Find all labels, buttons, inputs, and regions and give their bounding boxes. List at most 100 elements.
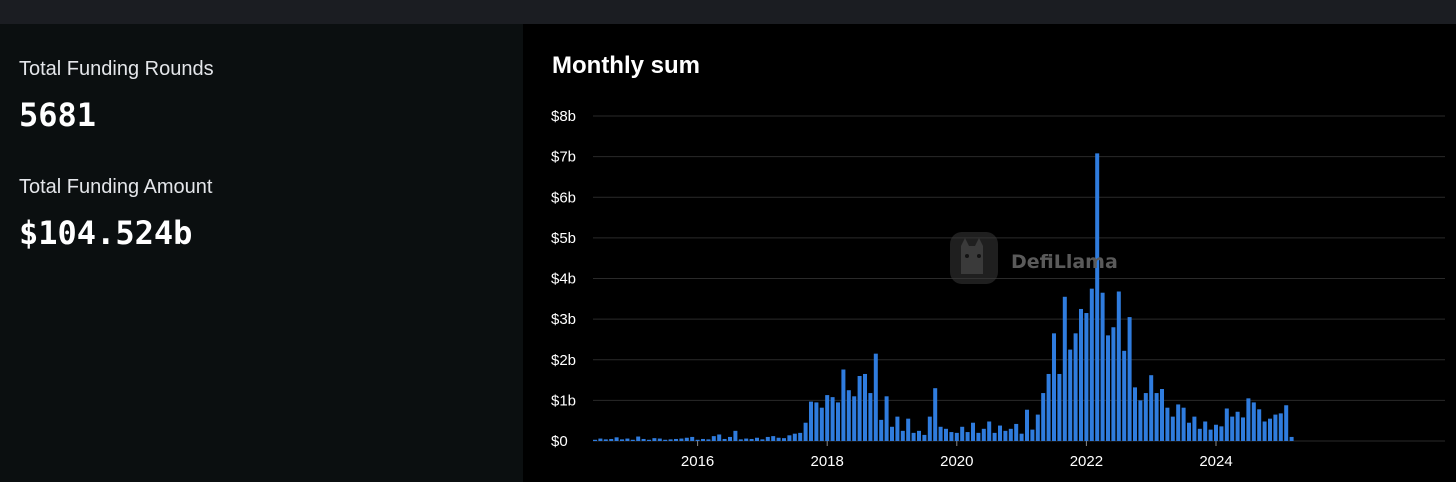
bar — [771, 436, 776, 441]
bar — [668, 439, 673, 441]
bar — [620, 439, 624, 441]
bar — [803, 422, 808, 441]
bar — [873, 353, 878, 441]
bar — [927, 416, 932, 441]
bar — [760, 439, 765, 441]
x-tick-label: 2020 — [940, 453, 973, 470]
bar — [895, 416, 900, 441]
bar — [1160, 389, 1164, 441]
bar — [690, 436, 695, 441]
bar — [1046, 373, 1051, 441]
bar — [636, 436, 641, 441]
bar — [625, 438, 630, 441]
bar — [1057, 373, 1062, 441]
chart-panel: Monthly sum $0 $1b $2b $3b $4b $5b $6b $7b $8b 20… — [523, 24, 1456, 482]
total-funding-amount-value: $104.524b — [19, 214, 193, 252]
bar — [1127, 317, 1132, 441]
bar — [776, 437, 781, 441]
bar — [1111, 327, 1116, 441]
bar — [787, 435, 792, 441]
top-bar — [0, 0, 1456, 24]
bar — [782, 438, 786, 441]
bar — [992, 432, 997, 441]
y-tick-label: $3b — [551, 311, 576, 328]
bar — [598, 438, 603, 441]
bar — [1073, 333, 1078, 441]
bar — [1052, 333, 1056, 441]
bar — [879, 419, 884, 441]
bar-chart: $0 $1b $2b $3b $4b $5b $6b $7b $8b 2016 2018 2020 20… — [551, 108, 1445, 470]
bar — [971, 422, 975, 441]
bar — [1019, 433, 1024, 441]
stats-panel: Total Funding Rounds 5681 Total Funding … — [0, 24, 523, 482]
bar — [1224, 408, 1229, 441]
bar — [603, 439, 608, 441]
bar — [981, 428, 986, 441]
bar — [647, 439, 651, 441]
total-funding-amount-label: Total Funding Amount — [19, 176, 213, 198]
bar — [954, 432, 959, 441]
bar — [1122, 350, 1127, 441]
bar — [1262, 421, 1267, 441]
bar — [1246, 398, 1251, 441]
bar — [841, 369, 846, 441]
bar — [652, 438, 657, 441]
bar — [1116, 291, 1121, 441]
bar — [960, 426, 965, 441]
bar — [1133, 387, 1137, 441]
bar — [744, 438, 749, 441]
bar — [1084, 313, 1089, 441]
y-tick-label: $8b — [551, 108, 576, 125]
bar — [674, 438, 678, 441]
bar — [1176, 404, 1181, 441]
y-tick-label: $2b — [551, 352, 576, 369]
bar — [825, 395, 830, 441]
bar — [1257, 409, 1262, 441]
bar — [1192, 416, 1197, 441]
bar — [1149, 375, 1154, 441]
bar — [1025, 409, 1029, 441]
bar — [798, 432, 803, 441]
bar — [749, 438, 754, 441]
bar — [922, 434, 927, 441]
bar — [1278, 413, 1283, 441]
bar — [630, 439, 635, 441]
y-tick-label: $0 — [551, 433, 568, 450]
bar — [900, 430, 905, 441]
bar — [711, 436, 716, 441]
bar — [1241, 417, 1245, 441]
bar — [987, 421, 992, 441]
bar — [1289, 436, 1294, 441]
bar — [684, 437, 689, 441]
y-tick-label: $5b — [551, 230, 576, 247]
bar — [1219, 426, 1224, 441]
bar — [809, 401, 813, 441]
bar — [1068, 349, 1073, 441]
bar — [1041, 393, 1046, 441]
bar — [1170, 416, 1175, 441]
bar — [1106, 335, 1110, 441]
bar — [1251, 402, 1256, 441]
y-tick-label: $4b — [551, 271, 576, 288]
x-tick-label: 2024 — [1199, 453, 1232, 470]
bar — [1235, 411, 1240, 441]
bar — [868, 393, 873, 441]
bar — [846, 390, 851, 441]
bar — [663, 439, 668, 441]
bar — [836, 402, 840, 441]
bar — [1003, 430, 1008, 441]
bar — [1035, 414, 1040, 441]
bar — [1214, 424, 1218, 441]
bar — [1165, 407, 1170, 441]
y-tick-label: $6b — [551, 189, 576, 206]
bar — [717, 434, 722, 441]
bar — [819, 407, 824, 441]
bar — [1095, 153, 1100, 441]
bar — [657, 438, 662, 441]
bar — [1181, 407, 1186, 441]
bar — [917, 430, 921, 441]
bar — [695, 439, 700, 441]
bar — [814, 402, 819, 441]
bar — [701, 438, 705, 441]
x-tick-label: 2022 — [1070, 453, 1103, 470]
